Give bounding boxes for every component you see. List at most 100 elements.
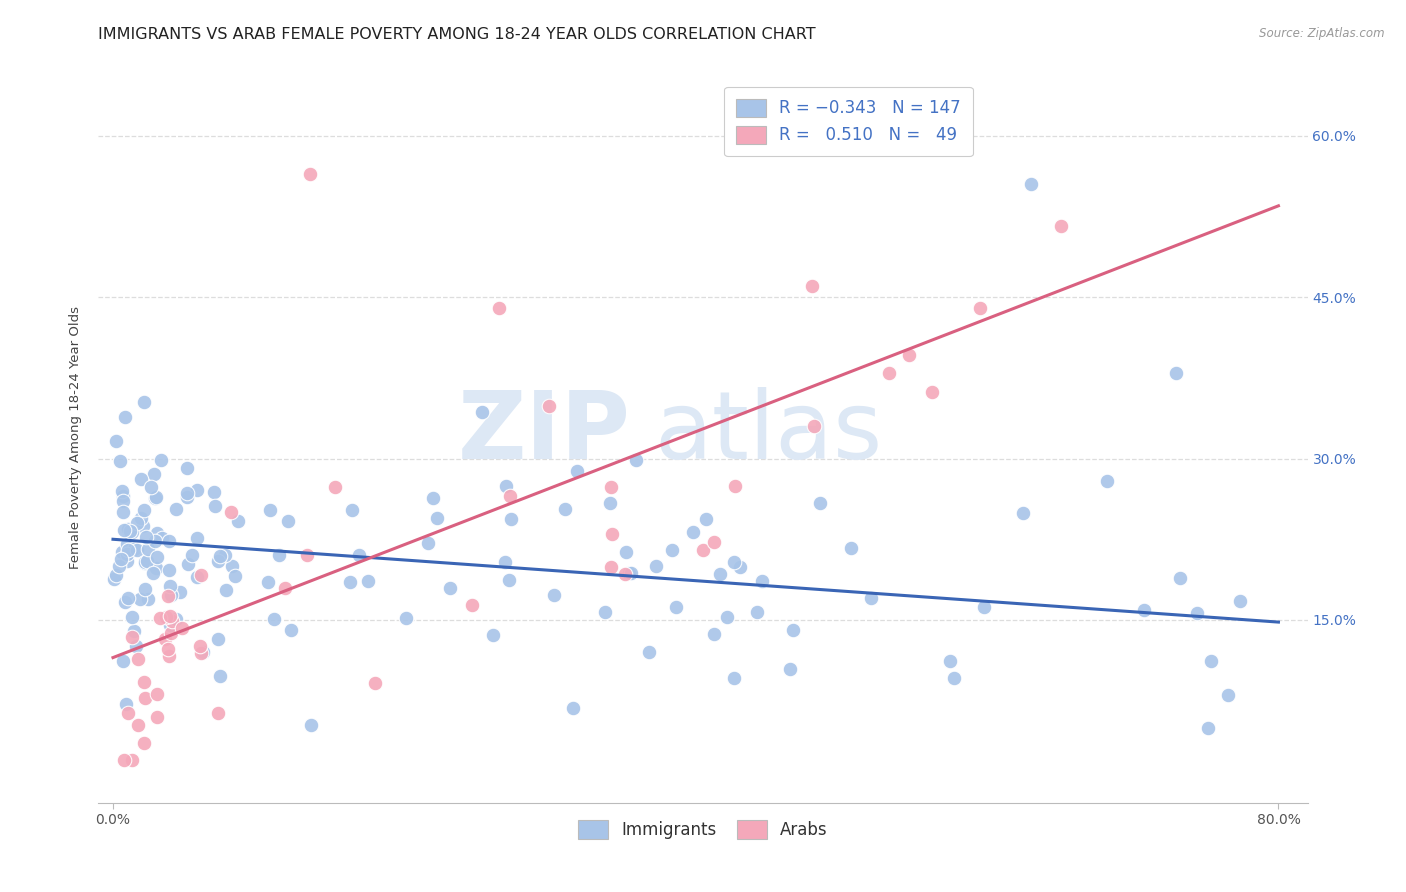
Text: ZIP: ZIP (457, 387, 630, 479)
Point (176, 490, 198, 504)
Point (160, 625, 183, 640)
Point (471, 405, 494, 419)
Point (709, 567, 731, 582)
Point (105, 434, 128, 448)
Point (121, 525, 143, 540)
Point (181, 548, 204, 562)
Point (499, 489, 522, 503)
Point (221, 558, 243, 573)
Point (148, 611, 170, 625)
Point (172, 621, 194, 635)
Point (143, 467, 166, 481)
Point (645, 558, 668, 573)
Point (150, 452, 173, 467)
Point (973, 600, 995, 615)
Point (143, 533, 166, 548)
Point (938, 654, 960, 668)
Point (897, 348, 920, 362)
Point (494, 555, 516, 569)
Point (395, 611, 418, 625)
Point (125, 639, 148, 653)
Point (136, 592, 159, 607)
Point (160, 588, 183, 602)
Point (190, 646, 212, 660)
Point (134, 582, 156, 597)
Point (808, 496, 831, 510)
Point (186, 532, 208, 546)
Point (188, 639, 211, 653)
Point (121, 753, 143, 767)
Point (156, 641, 179, 656)
Point (111, 489, 134, 503)
Point (779, 662, 801, 676)
Point (204, 499, 226, 513)
Point (274, 581, 297, 595)
Point (728, 559, 751, 574)
Point (177, 557, 200, 571)
Point (481, 628, 503, 642)
Point (1198, 721, 1220, 735)
Point (969, 301, 991, 315)
Point (202, 485, 225, 500)
Point (745, 605, 768, 619)
Point (702, 627, 724, 641)
Point (498, 573, 520, 587)
Point (112, 753, 135, 767)
Point (111, 545, 134, 559)
Point (495, 479, 517, 493)
Point (349, 549, 371, 563)
Point (219, 504, 242, 518)
Y-axis label: Female Poverty Among 18-24 Year Olds: Female Poverty Among 18-24 Year Olds (69, 306, 83, 568)
Point (600, 480, 623, 494)
Point (599, 496, 621, 510)
Text: Source: ZipAtlas.com: Source: ZipAtlas.com (1260, 27, 1385, 40)
Point (600, 560, 623, 574)
Point (132, 503, 155, 517)
Point (259, 503, 281, 517)
Point (186, 570, 208, 584)
Point (1019, 178, 1042, 192)
Point (224, 568, 246, 582)
Point (117, 522, 139, 536)
Point (127, 717, 149, 731)
Point (142, 566, 165, 581)
Point (122, 542, 145, 557)
Point (110, 454, 132, 468)
Point (111, 493, 134, 508)
Point (214, 548, 236, 562)
Legend: Immigrants, Arabs: Immigrants, Arabs (572, 814, 834, 846)
Point (1012, 506, 1035, 520)
Point (157, 533, 180, 548)
Point (104, 568, 127, 582)
Point (416, 536, 439, 550)
Point (703, 534, 725, 549)
Point (186, 483, 208, 497)
Point (115, 554, 138, 568)
Point (108, 558, 131, 573)
Point (565, 464, 588, 478)
Point (112, 523, 135, 537)
Point (156, 589, 179, 603)
Point (155, 609, 177, 624)
Point (125, 516, 148, 531)
Point (499, 512, 522, 526)
Point (139, 480, 162, 494)
Point (638, 645, 661, 659)
Point (538, 399, 561, 413)
Point (256, 575, 278, 590)
Point (695, 512, 717, 526)
Point (325, 480, 347, 494)
Point (426, 511, 449, 525)
Point (114, 595, 136, 609)
Point (1095, 474, 1118, 488)
Point (1166, 366, 1188, 380)
Point (117, 706, 139, 721)
Point (132, 395, 155, 409)
Point (145, 491, 167, 506)
Point (121, 609, 143, 624)
Point (146, 525, 169, 540)
Point (339, 574, 361, 589)
Point (682, 524, 704, 539)
Point (176, 460, 198, 475)
Point (150, 531, 173, 545)
